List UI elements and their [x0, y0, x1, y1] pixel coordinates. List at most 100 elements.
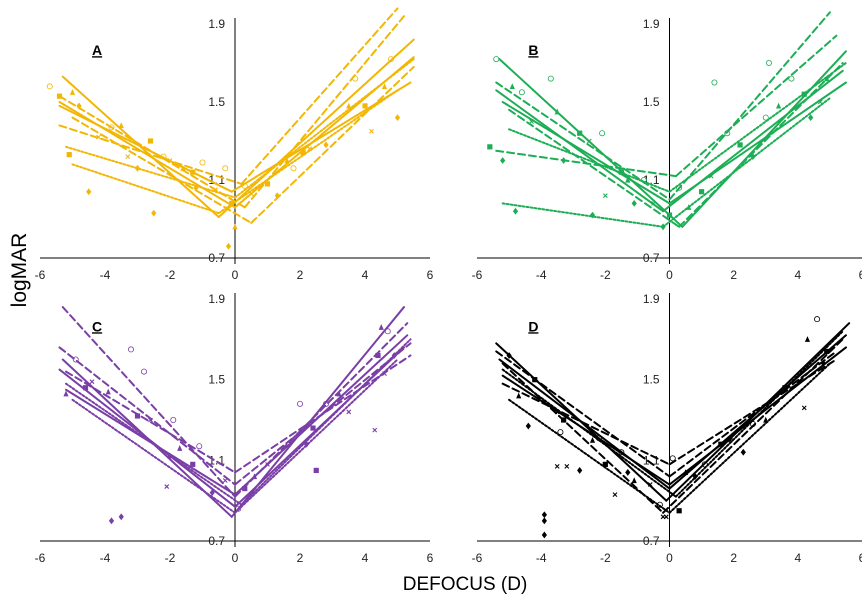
data-point-circle — [724, 130, 731, 137]
x-tick-label: 6 — [427, 551, 434, 565]
y-axis-title: logMAR — [8, 233, 31, 308]
data-point-diamond — [151, 209, 157, 217]
x-tick-label: -2 — [165, 551, 176, 565]
data-point-cross — [307, 146, 313, 152]
fit-line-left — [495, 81, 671, 201]
panel-letter: B — [528, 42, 538, 58]
data-point-circle — [493, 56, 500, 63]
data-point-cross — [164, 484, 170, 489]
data-point-circle — [749, 421, 756, 428]
data-point-square — [737, 142, 743, 148]
data-point-circle — [656, 501, 663, 508]
data-point-cross — [554, 409, 560, 415]
data-point-diamond — [134, 164, 141, 172]
data-point-triangle — [763, 416, 769, 423]
y-tick-label: 0.7 — [643, 534, 660, 548]
data-point-cross — [222, 478, 228, 483]
y-tick-label: 1.9 — [208, 17, 225, 31]
data-point-cross — [602, 193, 608, 198]
data-point-cross — [372, 427, 378, 433]
data-point-cross — [248, 191, 254, 197]
fit-line-right — [668, 81, 847, 205]
fit-line-left — [495, 350, 671, 478]
x-tick-label: 4 — [362, 268, 369, 282]
data-point-circle — [170, 416, 177, 423]
data-point-triangle — [509, 83, 515, 89]
x-tick-label: 4 — [362, 551, 369, 565]
data-point-diamond — [323, 141, 329, 149]
x-tick-label: -4 — [100, 268, 111, 282]
fit-line-right — [668, 334, 847, 490]
data-point-cross — [213, 187, 218, 193]
x-tick-label: 4 — [794, 551, 801, 565]
data-point-diamond — [512, 207, 519, 215]
fit-line-left — [501, 202, 665, 228]
x-tick-label: 0 — [232, 268, 239, 282]
data-point-cross — [167, 158, 173, 163]
data-point-circle — [814, 316, 821, 323]
fit-line-right — [668, 358, 838, 466]
data-point-circle — [108, 124, 115, 131]
data-point-cross — [708, 173, 714, 179]
data-point-diamond — [740, 448, 746, 456]
fit-line-left — [508, 128, 671, 193]
data-point-diamond — [750, 153, 756, 160]
fit-line-right — [668, 350, 838, 478]
data-point-diamond — [577, 467, 583, 474]
data-point-diamond — [808, 114, 814, 121]
y-tick-label: 1.9 — [643, 17, 660, 31]
fit-line-right — [217, 38, 415, 219]
panel-c: -6 -4 -2 0 2 4 60.71.11.51.9C — [35, 292, 434, 565]
fit-line-right — [234, 322, 409, 498]
data-point-square — [147, 138, 154, 144]
data-point-cross — [817, 99, 823, 105]
data-point-circle — [72, 356, 79, 363]
x-tick-label: -6 — [35, 551, 46, 565]
x-tick-label: -2 — [600, 268, 611, 282]
data-point-cross — [125, 154, 131, 159]
data-point-triangle — [346, 102, 352, 109]
data-point-diamond — [541, 531, 547, 539]
x-tick-label: -6 — [35, 268, 46, 282]
data-point-square — [561, 417, 567, 423]
data-point-square — [362, 103, 368, 109]
fit-line-left — [65, 370, 236, 474]
data-point-triangle — [118, 122, 124, 128]
data-point-cross — [382, 371, 387, 377]
data-point-cross — [96, 134, 101, 140]
fit-line-right — [234, 358, 399, 514]
data-point-triangle — [232, 223, 238, 230]
data-point-cross — [728, 437, 733, 443]
fit-line-right — [674, 34, 838, 178]
data-point-circle — [387, 56, 394, 63]
data-point-triangle — [682, 469, 689, 476]
data-point-square — [82, 385, 89, 391]
y-tick-label: 1.9 — [208, 292, 225, 306]
panel-a: -6 -4 -2 0 2 4 60.71.11.51.9A — [35, 7, 434, 282]
data-point-cross — [651, 201, 656, 206]
fit-line-left — [501, 101, 671, 205]
data-point-diamond — [820, 360, 827, 367]
fit-line-left — [61, 306, 236, 498]
data-point-circle — [595, 435, 602, 442]
data-point-square — [242, 485, 248, 492]
y-tick-label: 1.5 — [208, 95, 225, 109]
data-point-square — [134, 413, 141, 419]
data-point-cross — [663, 514, 669, 520]
fit-line-left — [501, 382, 671, 466]
data-point-circle — [127, 346, 134, 353]
fit-line-right — [240, 338, 412, 506]
data-point-triangle — [631, 477, 637, 484]
data-point-triangle — [180, 165, 186, 171]
x-tick-label: -6 — [472, 268, 483, 282]
data-point-triangle — [804, 336, 811, 342]
fit-line-right — [243, 15, 405, 209]
data-point-square — [264, 181, 271, 187]
data-point-square — [618, 169, 624, 175]
data-point-circle — [669, 455, 676, 462]
data-point-circle — [46, 83, 53, 90]
data-point-diamond — [391, 352, 397, 359]
x-tick-label: 2 — [297, 268, 304, 282]
x-tick-label: 0 — [232, 551, 239, 565]
data-point-square — [310, 425, 316, 431]
